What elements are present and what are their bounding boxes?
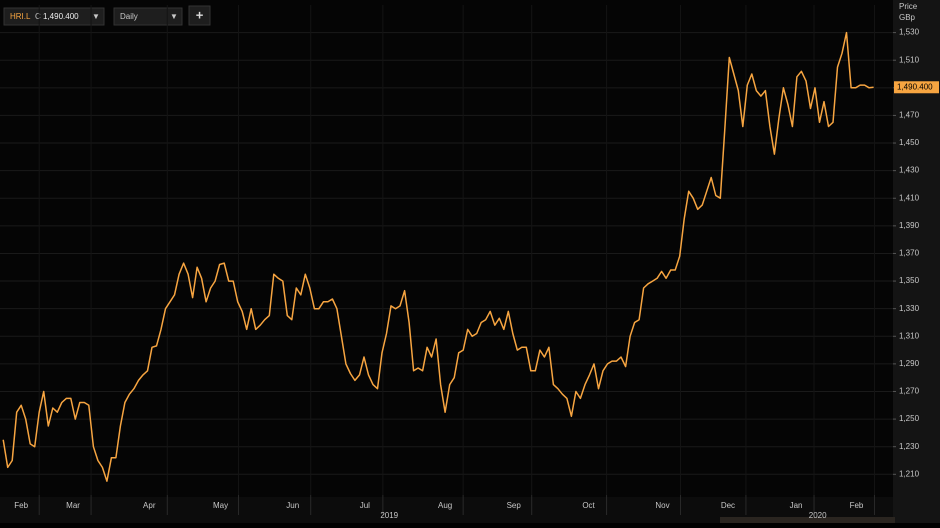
interval-box[interactable] [113, 7, 183, 26]
y-tick-label: 1,430 [899, 166, 920, 175]
toolbar: HRI.L C 1,490.400 ▼ Daily ▼ + [3, 5, 211, 26]
y-tick-label: 1,410 [899, 193, 920, 202]
close-prefix: C [35, 12, 41, 21]
last-price-label: 1,490.400 [897, 82, 933, 91]
interval: Daily [120, 12, 138, 21]
close-price: 1,490.400 [43, 12, 79, 21]
y-tick-label: 1,330 [899, 304, 920, 313]
x-tick-label: Feb [14, 501, 28, 510]
add-button[interactable] [188, 5, 211, 26]
y-tick-label: 1,510 [899, 55, 920, 64]
dropdown-arrow: ▼ [92, 12, 100, 21]
dropdown-arrow: ▼ [170, 12, 178, 21]
y-tick-label: 1,270 [899, 387, 920, 396]
x-tick-label: Jul [360, 501, 370, 510]
x-tick-label: Apr [143, 501, 156, 510]
axis-unit: GBp [899, 13, 916, 22]
x-tick-label: Dec [721, 501, 735, 510]
y-tick-label: 1,390 [899, 221, 920, 230]
symbol-box[interactable] [3, 7, 105, 26]
x-tick-label: May [213, 501, 228, 510]
y-tick-label: 1,350 [899, 276, 920, 285]
y-tick-label: 1,530 [899, 28, 920, 37]
last-price-box [894, 81, 939, 94]
y-tick-label: 1,370 [899, 249, 920, 258]
y-tick-label: 1,250 [899, 414, 920, 423]
year-label: 2020 [809, 511, 827, 520]
y-tick-label: 1,470 [899, 111, 920, 120]
y-tick-label: 1,230 [899, 442, 920, 451]
year-label: 2019 [380, 511, 398, 520]
x-tick-label: Jan [790, 501, 803, 510]
price-line [2, 31, 874, 482]
x-tick-label: Aug [438, 501, 452, 510]
y-tick-label: 1,450 [899, 138, 920, 147]
y-tick-label: 1,210 [899, 469, 920, 478]
x-tick-label: Sep [507, 501, 522, 510]
axis-title: Price [899, 2, 918, 11]
x-tick-label: Nov [655, 501, 669, 510]
x-tick-label: Jun [286, 501, 299, 510]
scroll-bar[interactable] [720, 517, 895, 523]
x-tick-label: Oct [582, 501, 595, 510]
y-tick-label: 1,290 [899, 359, 920, 368]
x-tick-label: Feb [850, 501, 864, 510]
x-tick-label: Mar [66, 501, 80, 510]
y-tick-label: 1,310 [899, 331, 920, 340]
add-label: + [196, 7, 204, 22]
symbol: HRI.L [10, 12, 31, 21]
